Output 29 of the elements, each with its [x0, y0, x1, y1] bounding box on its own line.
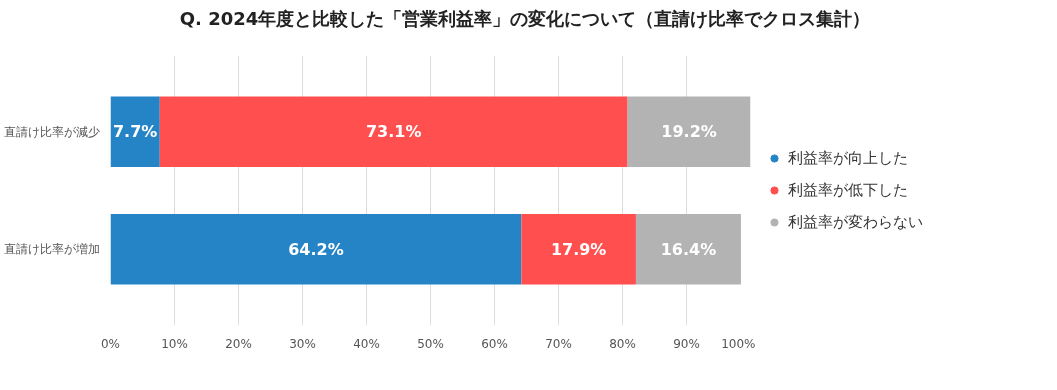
- x-tick-label: 30%: [289, 336, 316, 351]
- bar: [627, 96, 751, 168]
- legend-label: 利益率が変わらない: [788, 212, 923, 232]
- chart-title: Q. 2024年度と比較した「営業利益率」の変化について（直請け比率でクロス集計）: [179, 7, 871, 31]
- data-label: 17.9%: [550, 239, 607, 259]
- data-label: 64.2%: [288, 239, 344, 259]
- legend-label: 利益率が低下した: [788, 180, 908, 200]
- x-tick-label: 100%: [721, 336, 756, 351]
- y-tick-label: 直請け比率が減少: [3, 124, 100, 139]
- x-tick-label: 20%: [225, 336, 252, 351]
- x-tick-label: 90%: [673, 336, 700, 351]
- bar: [110, 96, 160, 168]
- bar: [521, 213, 636, 285]
- x-tick-label: 0%: [100, 336, 121, 351]
- x-tick-label: 10%: [161, 336, 188, 351]
- bar: [159, 96, 628, 168]
- x-tick-label: 80%: [609, 336, 636, 351]
- data-label: 7.7%: [112, 122, 158, 142]
- data-label: 19.2%: [661, 122, 717, 142]
- x-tick-label: 50%: [417, 336, 444, 351]
- x-tick-label: 40%: [353, 336, 380, 351]
- x-tick-label: 60%: [481, 336, 508, 351]
- data-label: 16.4%: [660, 239, 717, 259]
- x-tick-label: 70%: [545, 336, 572, 351]
- bar: [635, 213, 741, 285]
- y-tick-label: 直請け比率が増加: [3, 242, 100, 257]
- bar: [110, 213, 522, 285]
- data-label: 73.1%: [365, 122, 422, 142]
- legend-label: 利益率が向上した: [788, 148, 908, 168]
